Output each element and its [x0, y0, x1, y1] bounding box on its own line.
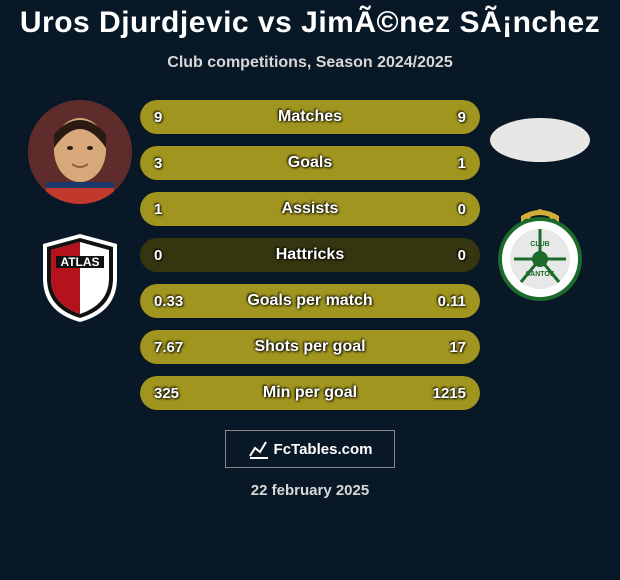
chart-icon [248, 438, 270, 460]
stat-label: Goals per match [140, 292, 480, 310]
stat-row: 31Goals [140, 146, 480, 180]
svg-text:CLUB: CLUB [530, 241, 549, 248]
stat-row: 7.6717Shots per goal [140, 330, 480, 364]
right-player-photo-placeholder [490, 118, 590, 162]
left-player-column: ATLAS [20, 100, 140, 410]
page-subtitle: Club competitions, Season 2024/2025 [167, 54, 452, 72]
comparison-panel: ATLAS 99Matches 31Goals 10Assists 00Hattric… [0, 100, 620, 410]
stat-label: Goals [140, 154, 480, 172]
stat-label: Shots per goal [140, 338, 480, 356]
stat-label: Hattricks [140, 246, 480, 264]
left-player-photo [28, 100, 132, 204]
stat-row: 0.330.11Goals per match [140, 284, 480, 318]
fctables-logo[interactable]: FcTables.com [225, 430, 395, 468]
stat-label: Matches [140, 108, 480, 126]
stat-row: 10Assists [140, 192, 480, 226]
stat-bars: 99Matches 31Goals 10Assists 00Hattricks 0.33… [140, 100, 480, 410]
date-text: 22 february 2025 [251, 482, 369, 499]
stat-row: 99Matches [140, 100, 480, 134]
stat-label: Assists [140, 200, 480, 218]
stat-row: 3251215Min per goal [140, 376, 480, 410]
right-club-badge: CLUB SANTOS [491, 204, 589, 302]
stat-label: Min per goal [140, 384, 480, 402]
svg-text:SANTOS: SANTOS [525, 271, 554, 278]
page-title: Uros Djurdjevic vs JimÃ©nez SÃ¡nchez [20, 6, 600, 40]
stat-row: 00Hattricks [140, 238, 480, 272]
logo-text: FcTables.com [274, 441, 373, 458]
santos-laguna-badge-icon: CLUB SANTOS [491, 204, 589, 302]
root: Uros Djurdjevic vs JimÃ©nez SÃ¡nchez Clu… [0, 0, 620, 580]
atlas-shield-icon: ATLAS [31, 228, 129, 326]
right-player-column: CLUB SANTOS [480, 100, 600, 410]
svg-text:ATLAS: ATLAS [60, 255, 99, 269]
player-face-icon [28, 100, 132, 204]
left-club-badge: ATLAS [31, 228, 129, 326]
